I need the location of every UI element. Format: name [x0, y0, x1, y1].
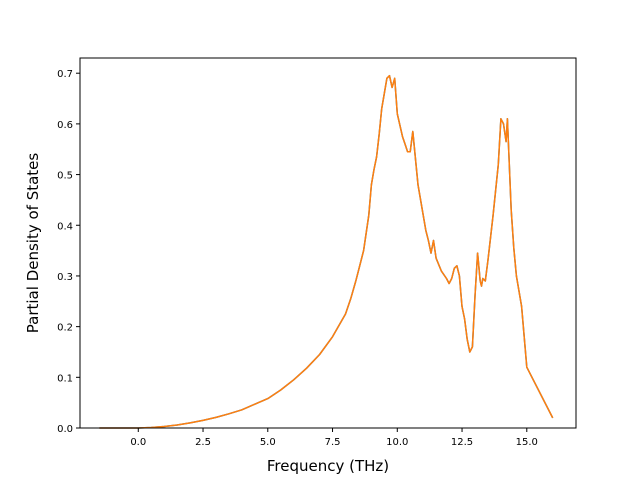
x-tick-label: 2.5	[195, 437, 211, 448]
y-tick-label: 0.6	[57, 120, 73, 131]
x-tick-label: 0.0	[130, 437, 146, 448]
y-tick-label: 0.0	[57, 424, 73, 435]
y-tick-label: 0.5	[57, 171, 73, 182]
x-tick-label: 12.5	[451, 437, 473, 448]
axes-frame	[79, 57, 577, 429]
x-tick-label: 5.0	[260, 437, 276, 448]
y-tick-label: 0.7	[57, 69, 73, 80]
series-line-1	[99, 74, 554, 429]
x-tick-label: 7.5	[325, 437, 341, 448]
x-tick-label: 10.0	[386, 437, 408, 448]
x-axis-label: Frequency (THz)	[267, 457, 389, 475]
y-axis-label: Partial Density of States	[24, 153, 42, 334]
y-tick-label: 0.1	[57, 373, 73, 384]
y-tick-label: 0.2	[57, 323, 73, 334]
series-line-2	[99, 74, 554, 429]
y-tick-label: 0.4	[57, 221, 73, 232]
y-tick-label: 0.3	[57, 272, 73, 283]
x-tick-label: 15.0	[516, 437, 538, 448]
